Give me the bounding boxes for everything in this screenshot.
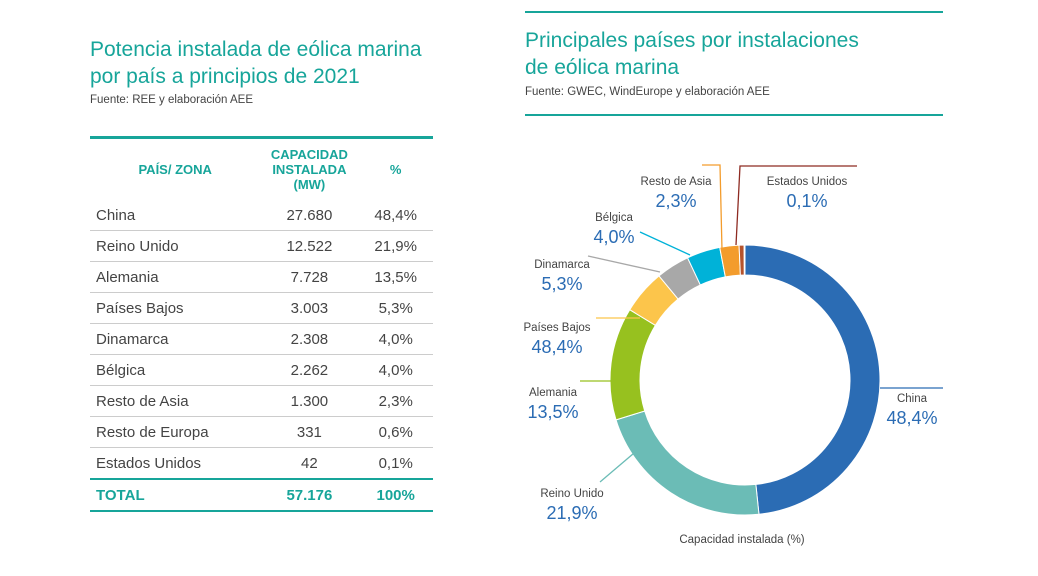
- header-cell: %: [358, 136, 433, 200]
- cell: 4,0%: [358, 354, 433, 386]
- cell: 0,6%: [358, 416, 433, 448]
- slice-label: 48,4%: [531, 337, 582, 357]
- cell: 13,5%: [358, 261, 433, 293]
- leader-line: [702, 164, 723, 251]
- slice: [743, 244, 746, 276]
- row: Reino Unido 12.522 21,9%: [90, 230, 433, 262]
- chart-title: Principales países por instalaciones de e…: [525, 27, 859, 81]
- header-cell: PAÍS/ ZONA: [90, 136, 261, 200]
- cell: 0,1%: [358, 447, 433, 480]
- slice-label: 4,0%: [593, 227, 634, 247]
- slice-label: 0,1%: [786, 191, 827, 211]
- cell: 27.680: [260, 200, 359, 231]
- slice-label: 2,3%: [655, 191, 696, 211]
- row: Resto de Europa 331 0,6%: [90, 416, 433, 448]
- leader-line: [735, 165, 857, 246]
- slice-name: Resto de Asia: [641, 176, 713, 188]
- cell: Reino Unido: [90, 230, 261, 262]
- title-line: Principales países por instalaciones: [525, 29, 859, 52]
- row: China 27.680 48,4%: [90, 200, 433, 231]
- slice-name: Alemania: [529, 387, 578, 399]
- cell: 3.003: [260, 292, 359, 324]
- slice-name: Reino Unido: [540, 488, 603, 500]
- cell: 2.308: [260, 323, 359, 355]
- cell: Bélgica: [90, 354, 261, 386]
- cell: China: [90, 200, 261, 231]
- leader-line: [587, 255, 661, 273]
- cell: 48,4%: [358, 200, 433, 231]
- slice: [738, 244, 745, 276]
- cell: Dinamarca: [90, 323, 261, 355]
- slice-name: Dinamarca: [534, 259, 590, 271]
- slice-name: Bélgica: [595, 212, 633, 224]
- slice-name: Países Bajos: [523, 322, 590, 334]
- slice: [609, 309, 657, 421]
- title-line: por país a principios de 2021: [90, 65, 360, 88]
- row: Bélgica 2.262 4,0%: [90, 354, 433, 386]
- table: PAÍS/ ZONA CAPACIDAD INSTALADA (MW)% China…: [90, 136, 433, 512]
- slice-name: Estados Unidos: [767, 176, 848, 188]
- rule: [525, 114, 943, 116]
- row: Dinamarca 2.308 4,0%: [90, 323, 433, 355]
- slice-name: China: [897, 393, 928, 405]
- table-title: Potencia instalada de eólica marina por p…: [90, 36, 422, 90]
- row: Países Bajos 3.003 5,3%: [90, 292, 433, 324]
- leader-line: [599, 447, 641, 483]
- cell: 2,3%: [358, 385, 433, 417]
- cell: 21,9%: [358, 230, 433, 262]
- rule: [525, 11, 943, 13]
- slice: [744, 244, 881, 515]
- cell: 7.728: [260, 261, 359, 293]
- slice: [615, 410, 760, 516]
- slice-label: 5,3%: [541, 274, 582, 294]
- row: Alemania 7.728 13,5%: [90, 261, 433, 293]
- cell: 4,0%: [358, 323, 433, 355]
- cell: 100%: [358, 478, 433, 512]
- header-row: PAÍS/ ZONA CAPACIDAD INSTALADA (MW)%: [90, 136, 433, 200]
- caption: Capacidad instalada (%): [679, 534, 804, 546]
- cell: Resto de Europa: [90, 416, 261, 448]
- source: Fuente: GWEC, WindEurope y elaboración A…: [525, 86, 770, 98]
- row: Resto de Asia 1.300 2,3%: [90, 385, 433, 417]
- cell: TOTAL: [90, 478, 261, 512]
- header-cell: CAPACIDAD INSTALADA (MW): [260, 136, 359, 200]
- cell: 57.176: [260, 478, 359, 512]
- cell: 331: [260, 416, 359, 448]
- title-line: Potencia instalada de eólica marina: [90, 38, 422, 61]
- cell: 5,3%: [358, 292, 433, 324]
- leader-line: [639, 231, 691, 256]
- total-row: TOTAL 57.176 100%: [90, 478, 433, 512]
- cell: 2.262: [260, 354, 359, 386]
- cell: 12.522: [260, 230, 359, 262]
- slice-label: 48,4%: [886, 408, 937, 428]
- cell: 1.300: [260, 385, 359, 417]
- slice-label: 21,9%: [546, 503, 597, 523]
- source: Fuente: REE y elaboración AEE: [90, 94, 254, 106]
- slice-label: 13,5%: [527, 402, 578, 422]
- cell: Países Bajos: [90, 292, 261, 324]
- cell: Alemania: [90, 261, 261, 293]
- title-line: de eólica marina: [525, 56, 680, 79]
- cell: Resto de Asia: [90, 385, 261, 417]
